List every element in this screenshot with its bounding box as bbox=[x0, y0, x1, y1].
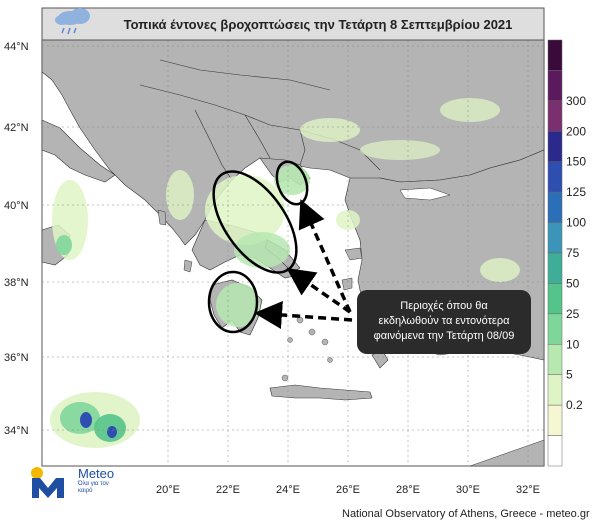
colorbar-swatch bbox=[547, 435, 563, 467]
lon-labels: 20°E 22°E 24°E 26°E 28°E 30°E 32°E bbox=[156, 484, 540, 496]
colorbar-label: 125 bbox=[566, 185, 586, 199]
callout-box: Περιοχές όπου θα εκδηλωθούν τα εντονότερ… bbox=[357, 290, 531, 354]
callout-line: εκδηλωθούν τα εντονότερα bbox=[378, 315, 510, 327]
kefalonia-land bbox=[183, 259, 193, 273]
footer-credit: National Observatory of Athens, Greece -… bbox=[342, 508, 590, 520]
colorbar-swatch bbox=[547, 313, 563, 345]
arrow-to-central-greece bbox=[286, 268, 351, 314]
colorbar-swatch bbox=[547, 344, 563, 375]
marmara-sea bbox=[399, 187, 451, 201]
lat-label: 44°N bbox=[4, 41, 29, 53]
arrow-to-peloponnese bbox=[254, 301, 353, 329]
colorbar-label: 150 bbox=[566, 155, 586, 169]
callout-line: φαινόμενα την Τετάρτη 08/09 bbox=[373, 330, 515, 342]
colorbar-swatch bbox=[547, 283, 563, 315]
chios-land bbox=[341, 277, 353, 291]
colorbar-swatch bbox=[547, 161, 563, 193]
meteo-logo-icon bbox=[31, 467, 64, 498]
colorbar-swatch bbox=[547, 222, 563, 254]
colorbar-swatch bbox=[547, 191, 563, 223]
title-bar bbox=[41, 7, 545, 41]
lon-label: 20°E bbox=[156, 484, 180, 496]
colorbar-label: 50 bbox=[566, 276, 580, 290]
crete-land bbox=[269, 384, 373, 401]
lat-label: 36°N bbox=[4, 352, 29, 364]
italy-land bbox=[41, 119, 116, 183]
lon-label: 30°E bbox=[456, 484, 480, 496]
colorbar-swatch bbox=[547, 70, 563, 102]
colorbar-label: 5 bbox=[566, 368, 573, 382]
lon-label: 22°E bbox=[216, 484, 240, 496]
island bbox=[327, 357, 333, 363]
colorbar-label: 200 bbox=[566, 124, 586, 138]
rain-cloud-icon bbox=[55, 8, 90, 35]
island bbox=[281, 374, 289, 382]
colorbar-label: 300 bbox=[566, 94, 586, 108]
island bbox=[287, 337, 293, 343]
colorbar-label: 100 bbox=[566, 216, 586, 230]
lat-label: 42°N bbox=[4, 122, 29, 134]
colorbar-label: 10 bbox=[566, 337, 580, 351]
lon-label: 24°E bbox=[276, 484, 300, 496]
lat-label: 38°N bbox=[4, 277, 29, 289]
lat-label: 34°N bbox=[4, 425, 29, 437]
colorbar-labels: 300 200 150 125 100 75 50 25 10 5 0.2 bbox=[566, 94, 586, 412]
logo-name: Meteo bbox=[78, 466, 115, 481]
island bbox=[308, 328, 316, 336]
logo-tagline: Όλα για τον καιρό bbox=[78, 481, 109, 494]
colorbar-label: 25 bbox=[566, 307, 580, 321]
lesvos-land bbox=[344, 247, 363, 261]
colorbar-swatch bbox=[547, 131, 563, 162]
island bbox=[321, 338, 329, 346]
lon-label: 32°E bbox=[516, 484, 540, 496]
colorbar-swatch bbox=[547, 404, 563, 436]
lon-label: 28°E bbox=[396, 484, 420, 496]
colorbar-label: 0.2 bbox=[566, 398, 583, 412]
arrows bbox=[254, 199, 353, 329]
lon-label: 26°E bbox=[336, 484, 360, 496]
page-title: Τοπικά έντονες βροχοπτώσεις την Τετάρτη … bbox=[124, 17, 513, 32]
callout-line: Περιοχές όπου θα bbox=[400, 300, 488, 312]
meteo-logo: Meteo Όλα για τον καιρό bbox=[30, 466, 150, 500]
lat-labels: 44°N 42°N 40°N 38°N 36°N 34°N bbox=[4, 41, 29, 437]
country-borders bbox=[139, 59, 381, 181]
africa-land bbox=[469, 439, 545, 467]
arrow-to-chalkidiki bbox=[298, 199, 352, 313]
colorbar-label: 75 bbox=[566, 246, 580, 260]
colorbar-swatch bbox=[547, 252, 563, 284]
corfu-land bbox=[157, 209, 167, 226]
lat-label: 40°N bbox=[4, 200, 29, 212]
colorbar-swatch bbox=[547, 374, 563, 406]
colorbar-swatch bbox=[547, 39, 563, 71]
rainfall-patches bbox=[50, 98, 520, 448]
colorbar bbox=[547, 39, 563, 467]
colorbar-swatch bbox=[547, 100, 563, 132]
